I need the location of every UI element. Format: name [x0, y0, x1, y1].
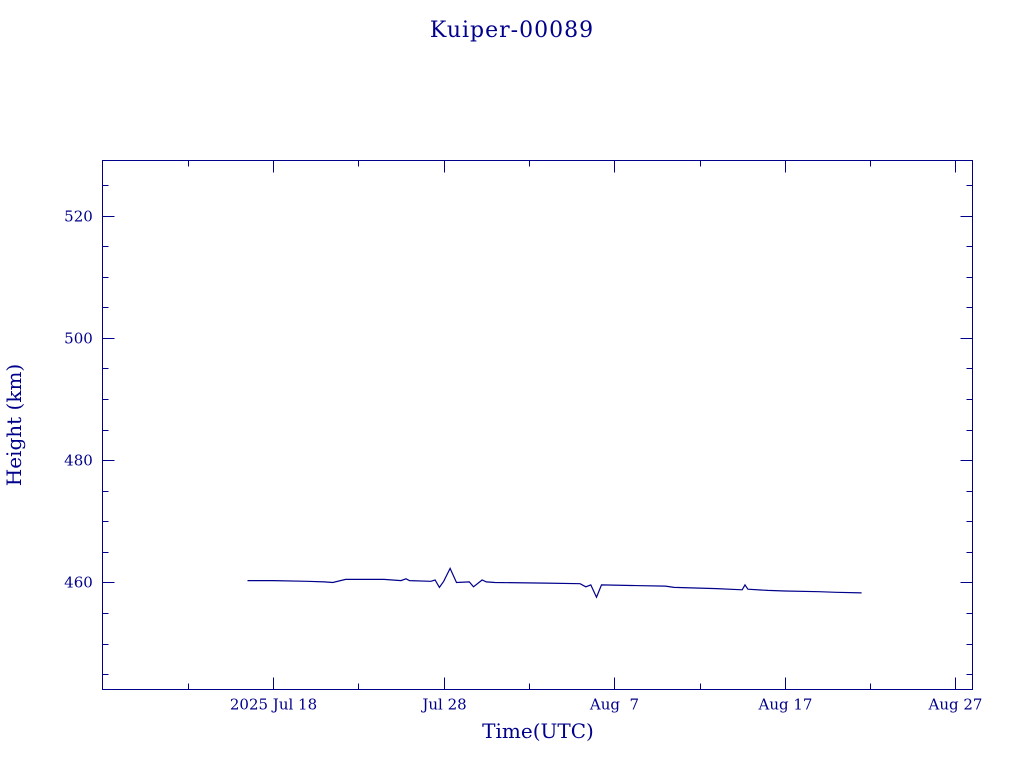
y-tick-label: 480 [64, 452, 93, 470]
x-tick-label: Jul 28 [420, 696, 466, 714]
series-line-0 [247, 567, 862, 599]
x-tick-label: Aug 27 [928, 696, 983, 714]
axis-tick-labels: 2025 Jul 18 Jul 28 Aug 7 Aug 17 Aug 27 460 480… [64, 208, 982, 714]
x-tick-label: Aug 7 [589, 696, 639, 714]
series-layer [247, 567, 862, 599]
y-axis-label: Height (km) [2, 364, 26, 486]
chart-title: Kuiper-00089 [430, 18, 594, 43]
y-tick-label: 460 [64, 574, 93, 592]
y-tick-label: 520 [64, 208, 93, 226]
x-tick-label: 2025 Jul 18 [230, 696, 317, 714]
x-axis-label: Time(UTC) [482, 719, 594, 743]
plot-frame [102, 160, 973, 690]
y-tick-label: 500 [64, 330, 93, 348]
x-tick-label: Aug 17 [758, 696, 813, 714]
axis-ticks [102, 160, 973, 690]
